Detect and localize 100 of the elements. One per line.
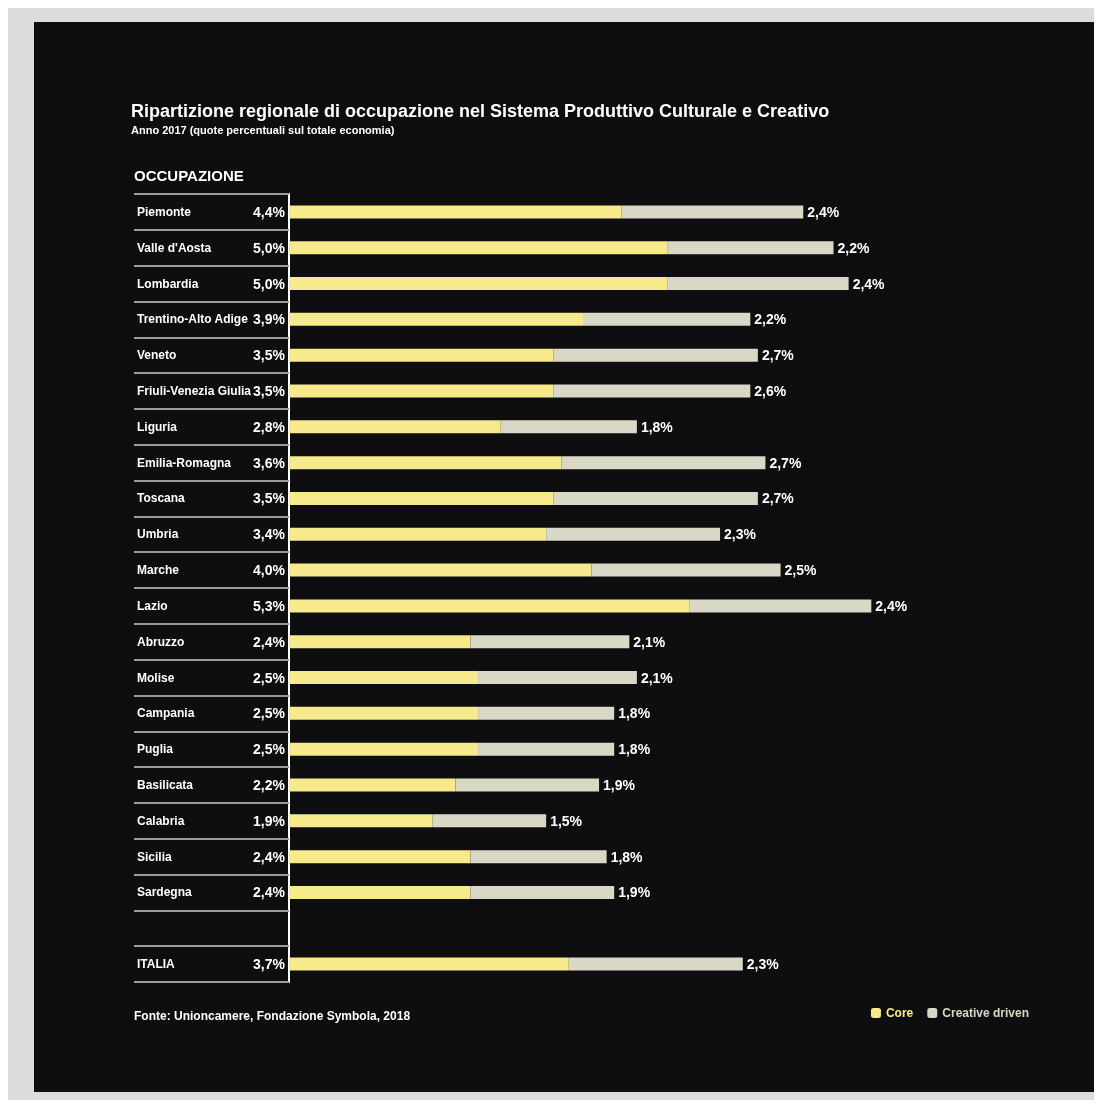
- bar: [289, 563, 592, 577]
- bar: [432, 814, 547, 828]
- data-label: 2,3%: [724, 526, 757, 543]
- data-label: 2,5%: [253, 705, 286, 722]
- bar: [289, 742, 479, 756]
- bar: [289, 814, 433, 828]
- data-label: 5,0%: [253, 275, 286, 292]
- data-label: 3,5%: [253, 490, 286, 507]
- bar: [500, 420, 637, 434]
- data-label: 1,5%: [550, 812, 583, 829]
- data-label: 4,0%: [253, 562, 286, 579]
- bar: [470, 885, 615, 899]
- bar: [455, 778, 600, 792]
- y-tick-label: ITALIA: [137, 957, 176, 972]
- data-label: 2,4%: [253, 848, 286, 865]
- bar: [289, 778, 456, 792]
- data-label: 2,1%: [633, 633, 666, 650]
- chart-subtitle: Anno 2017 (quote percentuali sul totale economia): [131, 123, 395, 136]
- data-label: 2,7%: [769, 454, 802, 471]
- bar: [546, 527, 721, 541]
- bar: [289, 671, 479, 685]
- data-label: 2,4%: [852, 275, 886, 292]
- y-tick-label: Liguria: [137, 419, 178, 434]
- y-tick-label: Friuli-Venezia Giulia: [137, 384, 252, 398]
- data-label: 2,7%: [761, 490, 795, 507]
- bar: [583, 312, 751, 326]
- bar: [553, 348, 758, 362]
- bar: [667, 277, 849, 291]
- data-label: 1,9%: [618, 884, 651, 901]
- y-tick-label: Trentino-Alto Adige: [137, 312, 249, 327]
- bar: [667, 241, 834, 255]
- legend-label: Creative driven: [942, 1006, 1030, 1020]
- data-label: 2,5%: [253, 741, 286, 758]
- data-label: 2,5%: [784, 562, 818, 579]
- data-label: 2,3%: [746, 956, 780, 973]
- bar: [470, 635, 630, 649]
- data-label: 2,4%: [253, 633, 286, 650]
- bar: [289, 241, 668, 255]
- bar: [289, 456, 562, 470]
- bar: [289, 205, 622, 219]
- y-tick-label: Basilicata: [137, 778, 194, 792]
- y-tick-label: Sicilia: [137, 849, 173, 864]
- y-axis-title: OCCUPAZIONE: [134, 167, 244, 184]
- source-note: Fonte: Unioncamere, Fondazione Symbola, 2018: [134, 1009, 411, 1023]
- bar: [561, 456, 766, 470]
- bar: [289, 635, 471, 649]
- bar: [289, 312, 584, 326]
- data-label: 5,0%: [253, 239, 286, 256]
- data-label: 1,8%: [640, 418, 674, 435]
- bar: [289, 277, 668, 291]
- data-label: 4,4%: [253, 203, 286, 220]
- bar: [553, 384, 751, 398]
- legend-label: Core: [885, 1006, 914, 1020]
- data-label: 2,2%: [253, 777, 286, 793]
- data-label: 2,7%: [761, 347, 795, 364]
- data-label: 3,5%: [253, 383, 286, 399]
- y-tick-label: Calabria: [137, 813, 185, 828]
- y-tick-label: Sardegna: [137, 885, 193, 900]
- bar: [591, 563, 781, 577]
- data-label: 1,8%: [618, 741, 651, 758]
- chart-title: Ripartizione regionale di occupazione nel Sistema Produttivo Culturale e Creativo: [131, 101, 830, 121]
- y-tick-label: Molise: [137, 670, 175, 685]
- data-label: 2,4%: [807, 203, 840, 220]
- bar: [621, 205, 804, 219]
- data-label: 2,2%: [754, 311, 787, 328]
- bar: [689, 599, 872, 613]
- data-label: 5,3%: [253, 597, 286, 614]
- y-tick-label: Lombardia: [137, 276, 199, 291]
- data-label: 2,2%: [837, 239, 870, 256]
- y-tick-label: Piemonte: [137, 204, 192, 219]
- y-tick-label: Umbria: [137, 527, 179, 542]
- y-tick-label: Valle d'Aosta: [137, 240, 212, 255]
- y-tick-label: Toscana: [137, 491, 186, 506]
- bar: [289, 957, 569, 971]
- data-label: 2,4%: [253, 884, 286, 901]
- data-label: 1,9%: [253, 812, 286, 829]
- data-label: 1,8%: [618, 705, 651, 722]
- bar: [568, 957, 743, 971]
- bar: [289, 885, 471, 899]
- bar: [289, 599, 690, 613]
- data-label: 2,8%: [253, 418, 286, 435]
- y-tick-label: Abruzzo: [137, 634, 185, 649]
- y-tick-label: Puglia: [137, 742, 174, 757]
- data-label: 3,4%: [253, 526, 286, 543]
- data-label: 2,6%: [754, 383, 787, 399]
- bar: [289, 420, 501, 434]
- bar: [289, 527, 547, 541]
- data-label: 3,5%: [253, 347, 286, 364]
- bar: [478, 671, 637, 685]
- y-tick-label: Marche: [137, 563, 180, 578]
- y-tick-label: Veneto: [137, 348, 177, 363]
- bar: [289, 384, 554, 398]
- data-label: 2,4%: [875, 597, 908, 614]
- y-tick-label: Lazio: [137, 598, 168, 613]
- bar: [289, 348, 554, 362]
- data-label: 3,7%: [253, 956, 286, 973]
- bar: [289, 850, 471, 864]
- bar: [289, 491, 554, 505]
- data-label: 3,9%: [253, 311, 286, 328]
- data-label: 1,9%: [603, 777, 636, 793]
